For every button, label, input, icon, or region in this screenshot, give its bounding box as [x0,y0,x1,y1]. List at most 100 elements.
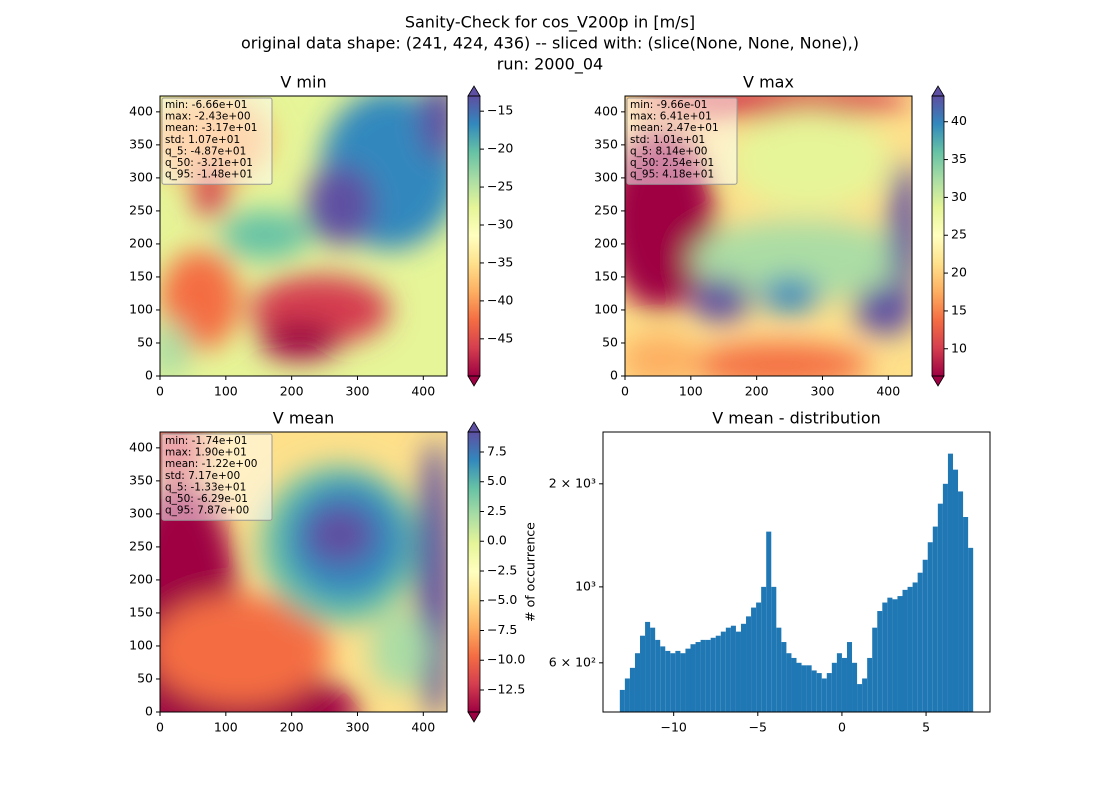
hist-bar [826,673,832,712]
colorbar-tick-label: 2.5 [487,503,507,518]
colorbar-extend [931,85,945,97]
stats-box [626,97,738,185]
hist-bar [735,631,741,712]
hist-bar [902,589,908,712]
colorbar [468,432,480,712]
x-tick-label: 400 [411,384,435,399]
stats-line: q_5: -4.87e+01 [165,145,246,157]
stats-line: std: 1.01e+01 [630,134,705,146]
hist-bar [887,597,893,712]
hist-bar [680,653,686,712]
y-tick-label: 350 [594,136,618,151]
hist-bar [852,662,858,712]
hist-bar [836,653,842,712]
colorbar-tick-label: −2.5 [487,562,517,577]
hist-bar [751,607,757,712]
hist-bar [624,678,630,712]
hist-bar [650,627,656,712]
hist-bar [877,611,883,712]
colorbar-tick-label: −45 [487,330,513,345]
hist-bar [700,639,706,712]
hist-bar [776,627,782,712]
axes-frame [159,95,448,377]
hist-bar [645,621,651,712]
stats-line: min: -6.66e+01 [165,99,247,111]
hist-bar [907,586,913,712]
y-tick-label: 400 [129,103,153,118]
hist-bar [781,642,787,712]
hist-bar [862,678,868,712]
stats-box [161,433,273,521]
hist-bar [841,657,847,712]
x-tick-label: −10 [660,720,686,735]
colorbar-tick-label: −12.5 [487,681,525,696]
colorbar-extend [467,375,481,387]
y-tick-label: 200 [129,235,153,250]
colorbar [932,96,944,376]
y-tick-label: 250 [129,538,153,553]
hist-bar [715,635,721,712]
stats-line: q_95: 7.87e+00 [165,505,249,517]
colorbar-tick-label: −35 [487,254,513,269]
y-tick-label: 250 [129,202,153,217]
y-tick-label: 300 [129,505,153,520]
x-tick-label: −5 [749,720,767,735]
hist-bar [821,678,827,712]
hist-bar [660,646,666,712]
hist-bar [766,531,772,712]
stats-line: q_5: -1.33e+01 [165,481,246,493]
stats-line: std: 1.07e+01 [165,134,240,146]
hist-bar [725,627,731,712]
hist-bar [619,689,625,712]
y-tick-label: 350 [129,472,153,487]
y-tick-label: 0 [145,704,153,719]
x-tick-label: 200 [745,384,769,399]
y-tick-label: 2 × 10³ [549,475,596,490]
colorbar-tick-label: −20 [487,141,513,156]
stats-line: q_50: -3.21e+01 [165,157,253,169]
hist-bar [846,642,853,712]
hist-bar [927,542,933,712]
stats-line: mean: -1.22e+00 [165,458,257,470]
hist-bar [761,586,767,712]
x-tick-label: 200 [280,384,304,399]
x-tick-label: 300 [811,384,835,399]
heatmap-image [625,96,912,376]
hist-bar [786,653,792,712]
hist-bar [705,639,711,712]
colorbar-tick-label: 7.5 [487,443,507,458]
y-tick-label: 0 [610,368,618,383]
y-tick-label: 300 [594,169,618,184]
stats-line: max: -2.43e+00 [165,111,251,123]
stats-line: mean: 2.47e+01 [630,122,719,134]
heatmap-image [160,96,447,376]
hist-bar [634,653,641,712]
colorbar-tick-label: −7.5 [487,622,517,637]
colorbar-extend [931,375,945,387]
figure-subtitle: run: 2000_04 [497,55,603,75]
stats-line: q_95: 4.18e+01 [630,169,714,181]
y-tick-label: 0 [145,368,153,383]
y-tick-label: 400 [594,103,618,118]
stats-line: std: 7.17e+00 [165,470,240,482]
y-tick-label: 200 [129,571,153,586]
colorbar-tick-label: 25 [951,227,967,242]
x-tick-label: 100 [214,384,238,399]
hist-bar [922,559,928,712]
y-tick-label: 200 [594,235,618,250]
hist-bar [816,673,822,712]
colorbar-tick-label: −5.0 [487,592,517,607]
hist-bar [897,596,903,712]
stats-line: min: -1.74e+01 [165,435,247,447]
hist-bar [963,516,969,712]
colorbar-tick-label: −30 [487,216,513,231]
x-tick-label: 0 [156,720,164,735]
hist-bar [872,627,878,712]
y-tick-label: 100 [129,301,153,316]
hist-bar [740,623,747,712]
x-tick-label: 0 [838,720,846,735]
hist-bar [806,665,812,712]
x-tick-label: 5 [922,720,930,735]
colorbar-extend [467,421,481,433]
hist-bar [952,469,959,712]
